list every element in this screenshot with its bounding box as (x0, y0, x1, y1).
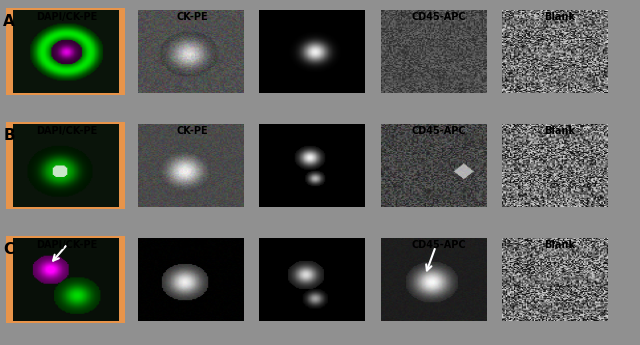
Text: CK-PE: CK-PE (176, 126, 208, 136)
Text: DAPI: DAPI (301, 12, 326, 22)
Text: DAPI/CK-PE: DAPI/CK-PE (36, 240, 98, 250)
Text: DAPI: DAPI (301, 126, 326, 136)
Text: CD45-APC: CD45-APC (411, 126, 466, 136)
Text: CD45-APC: CD45-APC (411, 240, 466, 250)
Text: A: A (3, 14, 15, 29)
Text: Blank: Blank (545, 12, 575, 22)
Text: CK-PE: CK-PE (176, 12, 208, 22)
Text: CK-PE: CK-PE (176, 240, 208, 250)
Text: DAPI/CK-PE: DAPI/CK-PE (36, 126, 98, 136)
Text: CD45-APC: CD45-APC (411, 12, 466, 22)
Text: C: C (3, 241, 14, 256)
Text: Blank: Blank (545, 126, 575, 136)
Text: B: B (3, 128, 15, 142)
Text: DAPI: DAPI (301, 240, 326, 250)
Text: DAPI/CK-PE: DAPI/CK-PE (36, 12, 98, 22)
Text: Blank: Blank (545, 240, 575, 250)
